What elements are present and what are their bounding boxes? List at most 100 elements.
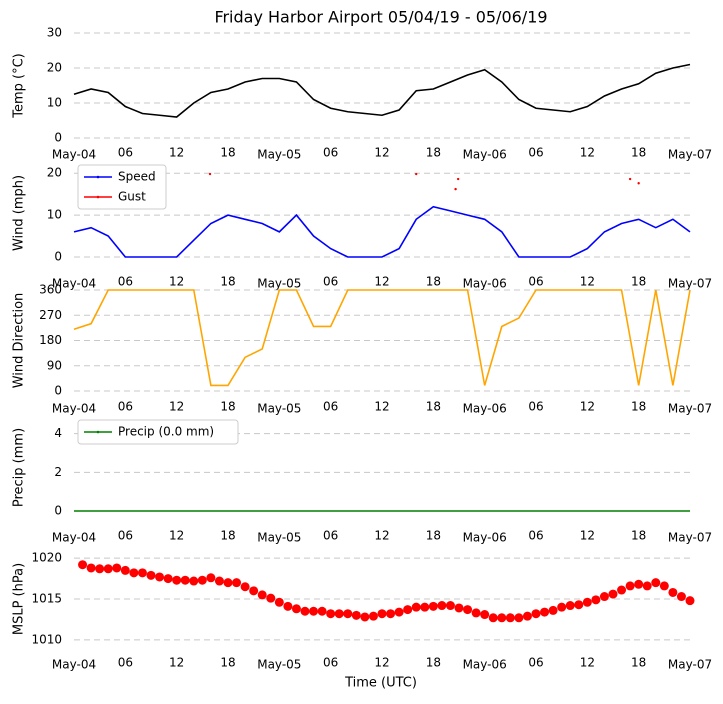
x-tick-label: 18 (426, 656, 441, 670)
data-point (522, 611, 532, 621)
data-point (317, 606, 327, 616)
y-tick-label: 1015 (31, 592, 62, 606)
data-point (137, 568, 147, 578)
data-point (291, 604, 301, 614)
data-point (283, 601, 293, 611)
x-tick-label: 06 (323, 656, 338, 670)
data-point (214, 576, 224, 586)
data-point (120, 565, 130, 575)
legend-marker (96, 430, 100, 434)
x-tick-label: 06 (323, 275, 338, 289)
x-tick-label: May-05 (257, 531, 301, 545)
y-tick-label: 0 (54, 250, 62, 264)
x-tick-label: May-06 (463, 277, 507, 291)
x-tick-label: May-07 (668, 531, 712, 545)
y-axis-label: Temp (°C) (12, 53, 27, 119)
data-point (223, 578, 233, 588)
x-tick-label: 12 (169, 275, 184, 289)
data-point (334, 609, 344, 619)
x-tick-label: 12 (580, 275, 595, 289)
data-point (642, 581, 652, 591)
data-point (565, 601, 575, 611)
x-tick-label: 12 (374, 275, 389, 289)
data-point (78, 560, 88, 570)
x-tick-label: 06 (323, 146, 338, 160)
legend-label: Precip (0.0 mm) (118, 425, 214, 439)
data-point (249, 586, 259, 596)
x-tick-label: 06 (118, 656, 133, 670)
data-point (86, 563, 96, 573)
x-tick-label: 18 (631, 275, 646, 289)
x-tick-label: May-04 (52, 277, 96, 291)
data-point (232, 578, 242, 588)
x-tick-label: May-07 (668, 277, 712, 291)
series-line (73, 205, 691, 258)
x-tick-label: 12 (374, 656, 389, 670)
data-point (155, 572, 165, 582)
x-tick-label: 18 (426, 529, 441, 543)
y-tick-label: 360 (39, 283, 62, 297)
data-point (208, 172, 212, 176)
panel: 0 90 180 270 360 May-04 06 12 18 May-05 06 12 18 May-… (12, 283, 713, 416)
y-axis-label: Wind (mph) (12, 175, 27, 251)
y-tick-label: 270 (39, 308, 62, 322)
data-point (257, 590, 267, 600)
data-point (628, 177, 632, 181)
panel: 0 10 20 May-04 06 12 18 May-05 06 12 18 May-06 06 12 1… (12, 164, 712, 291)
data-point (95, 564, 105, 574)
data-point (497, 613, 507, 623)
x-tick-label: 12 (580, 146, 595, 160)
y-tick-label: 0 (54, 504, 62, 518)
data-point (659, 581, 669, 591)
series-line (73, 289, 691, 387)
x-tick-label: 12 (374, 400, 389, 414)
data-point (676, 592, 686, 602)
x-tick-label: May-04 (52, 531, 96, 545)
data-point (591, 595, 601, 605)
data-point (574, 600, 584, 610)
data-point (309, 606, 319, 616)
data-point (146, 570, 156, 580)
y-tick-label: 180 (39, 333, 62, 347)
data-point (343, 609, 353, 619)
y-tick-label: 90 (47, 358, 62, 372)
data-point (454, 187, 457, 191)
x-tick-label: 18 (631, 146, 646, 160)
x-tick-label: May-07 (668, 148, 712, 162)
x-tick-label: 12 (580, 656, 595, 670)
x-tick-label: 06 (528, 275, 543, 289)
x-tick-label: 06 (528, 656, 543, 670)
x-tick-label: May-06 (463, 531, 507, 545)
x-tick-label: May-06 (463, 402, 507, 416)
y-tick-label: 10 (47, 208, 62, 222)
data-point (189, 576, 199, 586)
y-tick-label: 2 (54, 465, 62, 479)
y-tick-label: 0 (54, 131, 62, 145)
x-tick-label: 06 (528, 529, 543, 543)
series-line (73, 63, 691, 118)
data-point (540, 607, 550, 617)
data-point (386, 609, 396, 619)
x-tick-label: 06 (323, 529, 338, 543)
data-point (172, 575, 182, 585)
data-point (651, 578, 661, 588)
x-tick-label: May-04 (52, 148, 96, 162)
legend-label: Gust (118, 190, 146, 204)
data-point (582, 597, 592, 607)
x-tick-label: 12 (374, 146, 389, 160)
x-tick-label: 06 (528, 146, 543, 160)
x-tick-label: 18 (220, 656, 235, 670)
data-point (300, 606, 310, 616)
data-point (415, 172, 418, 176)
data-point (274, 597, 284, 607)
data-point (454, 603, 464, 613)
y-tick-label: 0 (54, 384, 62, 398)
data-point (548, 605, 558, 615)
y-tick-label: 1020 (31, 551, 62, 565)
x-tick-label: 18 (631, 529, 646, 543)
x-tick-label: 18 (426, 400, 441, 414)
x-tick-label: 18 (220, 529, 235, 543)
x-tick-label: May-04 (52, 402, 96, 416)
y-tick-label: 1010 (31, 632, 62, 646)
